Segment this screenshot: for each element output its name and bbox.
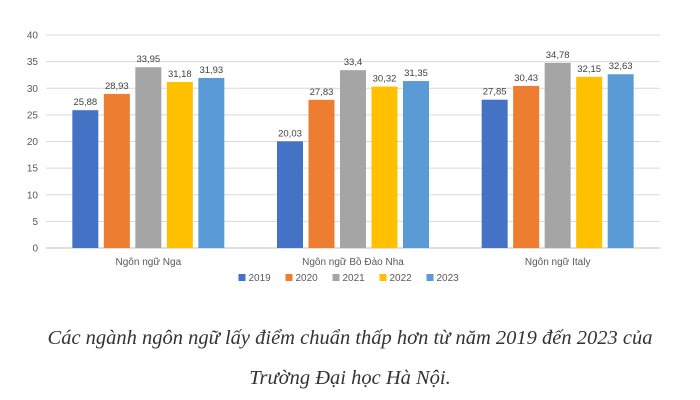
caption-line-2: Trường Đại học Hà Nội. [249,367,451,389]
bar-2022-3[interactable] [576,76,603,249]
data-label: 31,18 [168,69,192,80]
data-label: 20,03 [278,128,302,139]
legend-swatch-2021[interactable] [332,274,340,281]
y-tick-label: 40 [27,31,39,42]
y-tick-label: 30 [27,84,39,95]
bar-2020-2[interactable] [308,99,335,248]
data-label: 34,78 [546,50,570,61]
legend-swatch-2023[interactable] [426,274,434,281]
bar-2020-3[interactable] [513,85,540,248]
data-labels: 25,88 28,93 33,95 31,18 31,93 20,03 27,83 33,4 3… [73,50,632,140]
bars [72,62,634,249]
data-label: 33,95 [136,54,160,65]
y-tick-label: 20 [27,137,39,148]
y-tick-label: 0 [32,244,38,255]
y-tick-label: 35 [27,57,39,68]
legend-swatch-2022[interactable] [379,274,387,281]
bar-2021-2[interactable] [340,70,366,249]
data-label: 27,83 [310,87,334,98]
y-tick-label: 25 [27,110,39,121]
legend-label-2020[interactable]: 2020 [296,273,319,284]
data-label: 31,35 [404,68,428,79]
data-label: 31,93 [199,65,223,76]
bar-2019-2[interactable] [277,141,303,248]
legend-swatch-2019[interactable] [238,274,246,281]
legend[interactable]: 2019 2020 2021 2022 2023 [238,273,460,284]
y-tick-label: 10 [27,190,39,201]
data-label: 32,15 [577,64,601,75]
bar-2022-2[interactable] [371,86,398,249]
bar-2023-1[interactable] [198,77,225,248]
category-label: Ngôn ngữ Bồ Đào Nha [302,256,404,268]
legend-label-2023[interactable]: 2023 [437,273,460,284]
legend-label-2019[interactable]: 2019 [249,273,272,284]
data-label: 32,63 [609,61,633,72]
category-label: Ngôn ngữ Italy [525,257,591,268]
bar-2023-2[interactable] [403,81,429,248]
y-tick-label: 5 [32,217,38,228]
legend-swatch-2020[interactable] [285,274,293,281]
data-label: 30,43 [514,73,538,84]
legend-label-2021[interactable]: 2021 [343,273,366,284]
bar-chart: 0 5 10 15 20 25 30 35 40 25,88 28,93 33,95 31,18 31,… [27,31,660,284]
category-label: Ngôn ngữ Nga [116,257,182,268]
x-axis-categories: Ngôn ngữ Nga Ngôn ngữ Bồ Đào Nha Ngôn ngữ … [116,256,591,268]
bar-2022-1[interactable] [166,81,193,249]
bar-2019-1[interactable] [72,110,99,249]
data-label: 30,32 [373,74,397,85]
legend-label-2022[interactable]: 2022 [390,273,413,284]
data-label: 25,88 [73,97,97,108]
bar-2023-3[interactable] [607,74,634,249]
bar-2020-1[interactable] [103,93,130,248]
figure-caption: Các ngành ngôn ngữ lấy điểm chuẩn thấp h… [0,318,700,398]
y-axis: 0 5 10 15 20 25 30 35 40 [27,31,39,255]
caption-line-1: Các ngành ngôn ngữ lấy điểm chuẩn thấp h… [47,327,653,349]
bar-2021-3[interactable] [544,62,571,248]
bar-2019-3[interactable] [481,99,508,248]
data-label: 33,4 [344,57,363,68]
data-label: 28,93 [105,81,129,92]
bar-2021-1[interactable] [135,67,162,248]
data-label: 27,85 [483,87,507,98]
y-tick-label: 15 [27,164,39,175]
